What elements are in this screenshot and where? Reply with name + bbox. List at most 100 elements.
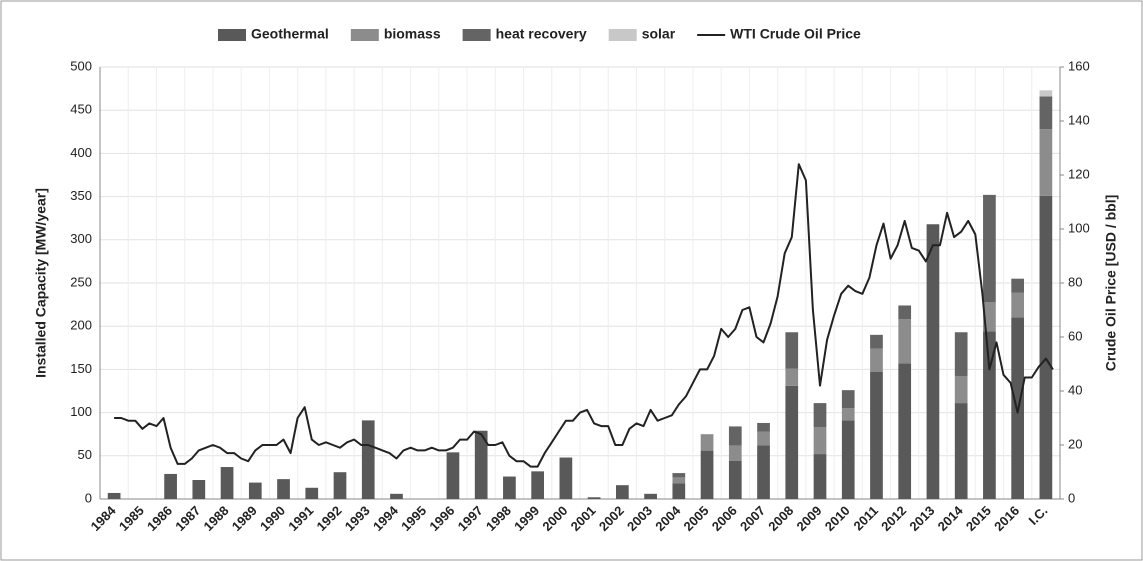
bar-segment bbox=[757, 422, 770, 432]
y2-tick-label: 100 bbox=[1068, 220, 1090, 235]
legend-label: biomass bbox=[384, 26, 441, 42]
bar-segment bbox=[954, 332, 968, 377]
bar-segment bbox=[277, 479, 290, 499]
bar-segment bbox=[587, 497, 601, 499]
y2-tick-label: 160 bbox=[1068, 58, 1090, 73]
y-tick-label: 150 bbox=[70, 361, 92, 376]
y-tick-label: 350 bbox=[70, 188, 92, 203]
bar-segment bbox=[813, 427, 827, 455]
x-tick-label: 1994 bbox=[370, 502, 402, 534]
x-tick-label: 1995 bbox=[398, 503, 429, 534]
bar-segment bbox=[672, 477, 686, 484]
bar-segment bbox=[700, 450, 714, 499]
bar-segment bbox=[785, 368, 799, 386]
bar-segment bbox=[644, 493, 657, 499]
x-tick-label: 1992 bbox=[313, 503, 344, 534]
x-tick-label: 1997 bbox=[455, 503, 486, 534]
price-line bbox=[114, 163, 1054, 468]
bar-segment bbox=[1039, 195, 1053, 499]
x-tick-label: 2013 bbox=[906, 503, 937, 534]
x-tick-label: 1987 bbox=[172, 503, 203, 534]
bar-segment bbox=[954, 376, 968, 404]
bar-segment bbox=[841, 420, 855, 499]
bar-segment bbox=[164, 473, 177, 499]
y2-tick-label: 60 bbox=[1068, 328, 1082, 343]
bar-segment bbox=[446, 452, 460, 499]
bar-segment bbox=[813, 454, 827, 499]
bar-segment bbox=[841, 390, 855, 409]
x-tick-label: I.C. bbox=[1026, 503, 1051, 528]
bar-segment bbox=[870, 348, 883, 372]
y-tick-label: 400 bbox=[70, 145, 92, 160]
bar-segment bbox=[898, 363, 912, 499]
bar-segment bbox=[305, 487, 319, 499]
y-tick-label: 250 bbox=[70, 274, 92, 289]
x-tick-label: 1988 bbox=[201, 503, 232, 534]
bar-segment bbox=[1039, 96, 1053, 130]
legend-label: WTI Crude Oil Price bbox=[730, 26, 861, 42]
x-tick-label: 2007 bbox=[737, 503, 768, 534]
y2-tick-label: 140 bbox=[1068, 112, 1090, 127]
legend-label: heat recovery bbox=[496, 26, 587, 42]
bar-segment bbox=[983, 302, 996, 332]
legend-label: solar bbox=[642, 26, 676, 42]
y2-tick-label: 40 bbox=[1068, 382, 1082, 397]
bar-segment bbox=[1011, 292, 1024, 318]
bar-segment bbox=[700, 434, 714, 451]
bar-segment bbox=[1011, 278, 1024, 293]
x-tick-label: 2012 bbox=[878, 503, 909, 534]
x-tick-label: 2002 bbox=[596, 503, 627, 534]
bar-segment bbox=[531, 471, 544, 499]
x-tick-label: 2004 bbox=[652, 502, 684, 534]
x-tick-label: 2015 bbox=[963, 503, 994, 534]
bar-segment bbox=[983, 331, 996, 499]
y-tick-label: 0 bbox=[85, 490, 92, 505]
x-tick-label: 2009 bbox=[793, 503, 824, 534]
bar-segment bbox=[1039, 129, 1053, 196]
y-axis-label: Installed Capacity [MW/year] bbox=[33, 188, 49, 378]
x-tick-label: 2011 bbox=[850, 503, 881, 534]
bar-segment bbox=[983, 194, 996, 303]
x-tick-label: 2016 bbox=[991, 503, 1022, 534]
x-tick-label: 1986 bbox=[144, 503, 175, 534]
x-tick-label: 2014 bbox=[935, 502, 967, 534]
bar-segment bbox=[559, 457, 573, 499]
x-tick-label: 1993 bbox=[342, 503, 373, 534]
y2-tick-label: 80 bbox=[1068, 274, 1082, 289]
x-tick-label: 1984 bbox=[88, 502, 120, 534]
x-tick-label: 1985 bbox=[116, 503, 147, 534]
y2-tick-label: 0 bbox=[1068, 490, 1075, 505]
bar-segment bbox=[672, 473, 686, 478]
bar-segment bbox=[390, 493, 403, 499]
y-tick-label: 200 bbox=[70, 318, 92, 333]
bar-segment bbox=[898, 305, 912, 320]
bar-segment bbox=[757, 431, 770, 446]
bar-segment bbox=[248, 482, 262, 499]
bar-segment bbox=[503, 476, 516, 499]
bar-segment bbox=[954, 403, 968, 499]
bar-segment bbox=[757, 445, 770, 499]
legend-swatch bbox=[350, 29, 379, 41]
x-tick-label: 2008 bbox=[765, 503, 796, 534]
legend-label: Geothermal bbox=[251, 26, 329, 42]
x-tick-label: 1996 bbox=[426, 503, 457, 534]
bar-segment bbox=[870, 334, 883, 349]
bar-segment bbox=[107, 492, 121, 499]
bar-segment bbox=[926, 224, 940, 500]
legend-swatch bbox=[608, 29, 637, 41]
bar-segment bbox=[841, 408, 855, 421]
bar-segment bbox=[898, 319, 912, 364]
x-tick-label: 2006 bbox=[709, 503, 740, 534]
y-tick-label: 450 bbox=[70, 102, 92, 117]
y-tick-label: 500 bbox=[70, 58, 92, 73]
bar-segment bbox=[785, 385, 799, 499]
bar-segment bbox=[361, 420, 375, 499]
bar-segment bbox=[870, 371, 883, 499]
y-tick-label: 50 bbox=[78, 447, 92, 462]
x-tick-label: 2001 bbox=[568, 503, 599, 534]
legend-swatch bbox=[462, 29, 491, 41]
x-tick-label: 2003 bbox=[624, 503, 655, 534]
y2-axis-label: Crude Oil Price [USD / bbl] bbox=[1103, 195, 1119, 372]
